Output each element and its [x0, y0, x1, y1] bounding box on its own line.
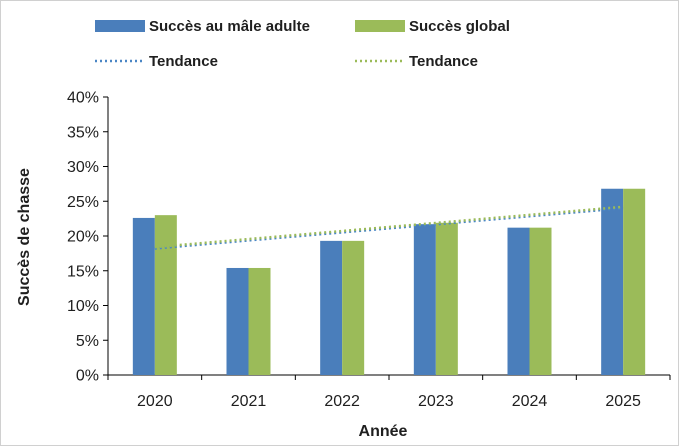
x-axis-title: Année: [359, 423, 408, 440]
bar-global-2021: [248, 267, 271, 375]
legend-label-male-adult: Succès au mâle adulte: [149, 18, 310, 35]
bar-global-2023: [435, 222, 458, 375]
y-tick-label: 20%: [67, 229, 99, 246]
bar-male-adult-2025: [601, 188, 624, 375]
bar-male-adult-2021: [226, 267, 249, 375]
x-tick-label: 2024: [512, 393, 548, 410]
legend-swatch-male-adult: [95, 20, 145, 32]
y-tick-label: 10%: [67, 298, 99, 315]
x-axis: 2020 2021 2022 2023 2024 2025: [107, 374, 671, 410]
bar-global-2022: [342, 240, 365, 375]
x-tick-label: 2021: [231, 393, 267, 410]
x-tick-label: 2022: [324, 393, 360, 410]
legend-label-trend-global: Tendance: [409, 53, 478, 70]
trend-line-male-adult: [154, 206, 624, 250]
y-axis: 0% 5% 10% 15% 20% 25% 30% 35% 40%: [67, 90, 109, 385]
y-axis-title: Succès de chasse: [16, 168, 33, 306]
y-tick-label: 30%: [67, 159, 99, 176]
bars: [132, 188, 646, 375]
legend-label-global: Succès global: [409, 18, 510, 35]
y-tick-label: 40%: [67, 90, 99, 107]
legend-label-trend-male-adult: Tendance: [149, 53, 218, 70]
bar-male-adult-2022: [320, 240, 343, 375]
bar-global-2024: [529, 227, 552, 375]
x-tick-label: 2023: [418, 393, 454, 410]
x-tick-label: 2020: [137, 393, 173, 410]
bar-global-2020: [154, 215, 177, 375]
bar-male-adult-2023: [413, 224, 436, 375]
x-tick-label: 2025: [605, 393, 641, 410]
bar-global-2025: [623, 188, 646, 375]
bar-male-adult-2020: [132, 217, 155, 375]
bar-male-adult-2024: [507, 227, 530, 375]
y-tick-label: 0%: [76, 368, 99, 385]
trend-line-global: [154, 205, 624, 249]
y-tick-label: 15%: [67, 263, 99, 280]
legend-swatch-global: [355, 20, 405, 32]
y-tick-label: 25%: [67, 194, 99, 211]
y-tick-label: 35%: [67, 124, 99, 141]
y-tick-label: 5%: [76, 333, 99, 350]
trend-lines: [154, 205, 624, 250]
legend: Succès au mâle adulte Succès global Tend…: [95, 18, 510, 70]
